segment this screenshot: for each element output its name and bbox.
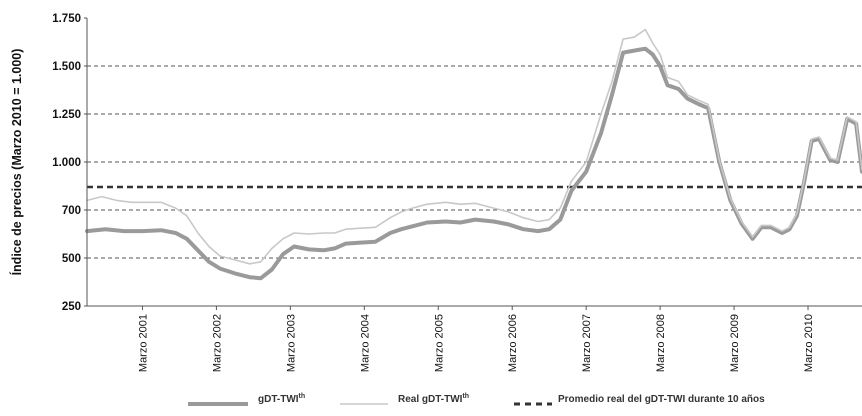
legend-item-real-gdt-twi: Real gDT-TWIth bbox=[340, 393, 469, 405]
legend-item-reference: Promedio real del gDT-TWI durante 10 año… bbox=[514, 394, 765, 406]
x-tick-label: Marzo 2007 bbox=[581, 314, 593, 372]
series-line-gdt-twi bbox=[85, 46, 862, 281]
svg-text:Real gDT-TWIth: Real gDT-TWIth bbox=[398, 393, 469, 405]
x-tick-label: Marzo 2008 bbox=[655, 314, 667, 372]
legend-label-gdt-twi: gDT-TWI bbox=[258, 394, 299, 405]
y-axis-label: Índice de precios (Marzo 2010 = 1.000) bbox=[9, 49, 24, 276]
y-tick-labels: 1.750 1.500 1.250 1.000 700 500 250 bbox=[52, 13, 87, 313]
x-tick-labels: Marzo 2001 Marzo 2002 Marzo 2003 Marzo 2004… bbox=[137, 306, 815, 372]
y-tick-label: 1.750 bbox=[52, 13, 81, 25]
svg-text:gDT-TWIth: gDT-TWIth bbox=[258, 393, 305, 405]
y-tick-label: 500 bbox=[62, 253, 81, 265]
x-tick-label: Marzo 2002 bbox=[211, 314, 223, 372]
legend-label-real-gdt-twi: Real gDT-TWI bbox=[398, 394, 463, 405]
y-tick-label: 250 bbox=[62, 301, 81, 313]
y-tick-label: 1.500 bbox=[52, 61, 81, 73]
legend: gDT-TWIth Real gDT-TWIth Promedio real d… bbox=[188, 393, 765, 406]
series-layer bbox=[85, 28, 862, 281]
x-tick-label: Marzo 2010 bbox=[803, 314, 815, 372]
x-tick-label: Marzo 2003 bbox=[285, 314, 297, 372]
legend-item-gdt-twi: gDT-TWIth bbox=[188, 393, 305, 406]
legend-label-reference: Promedio real del gDT-TWI durante 10 año… bbox=[558, 394, 765, 405]
series-line-real-gdt-twi bbox=[86, 28, 862, 265]
x-tick-label: Marzo 2005 bbox=[433, 314, 445, 372]
x-tick-label: Marzo 2006 bbox=[507, 314, 519, 372]
x-tick-label: Marzo 2004 bbox=[359, 314, 371, 372]
legend-sup-gdt-twi: th bbox=[299, 393, 306, 400]
legend-sup-real-gdt-twi: th bbox=[462, 393, 469, 400]
y-tick-label: 1.250 bbox=[52, 109, 81, 121]
y-tick-label: 1.000 bbox=[52, 157, 81, 169]
x-tick-label: Marzo 2009 bbox=[729, 314, 741, 372]
x-tick-label: Marzo 2001 bbox=[137, 314, 149, 372]
y-tick-label: 700 bbox=[62, 205, 81, 217]
